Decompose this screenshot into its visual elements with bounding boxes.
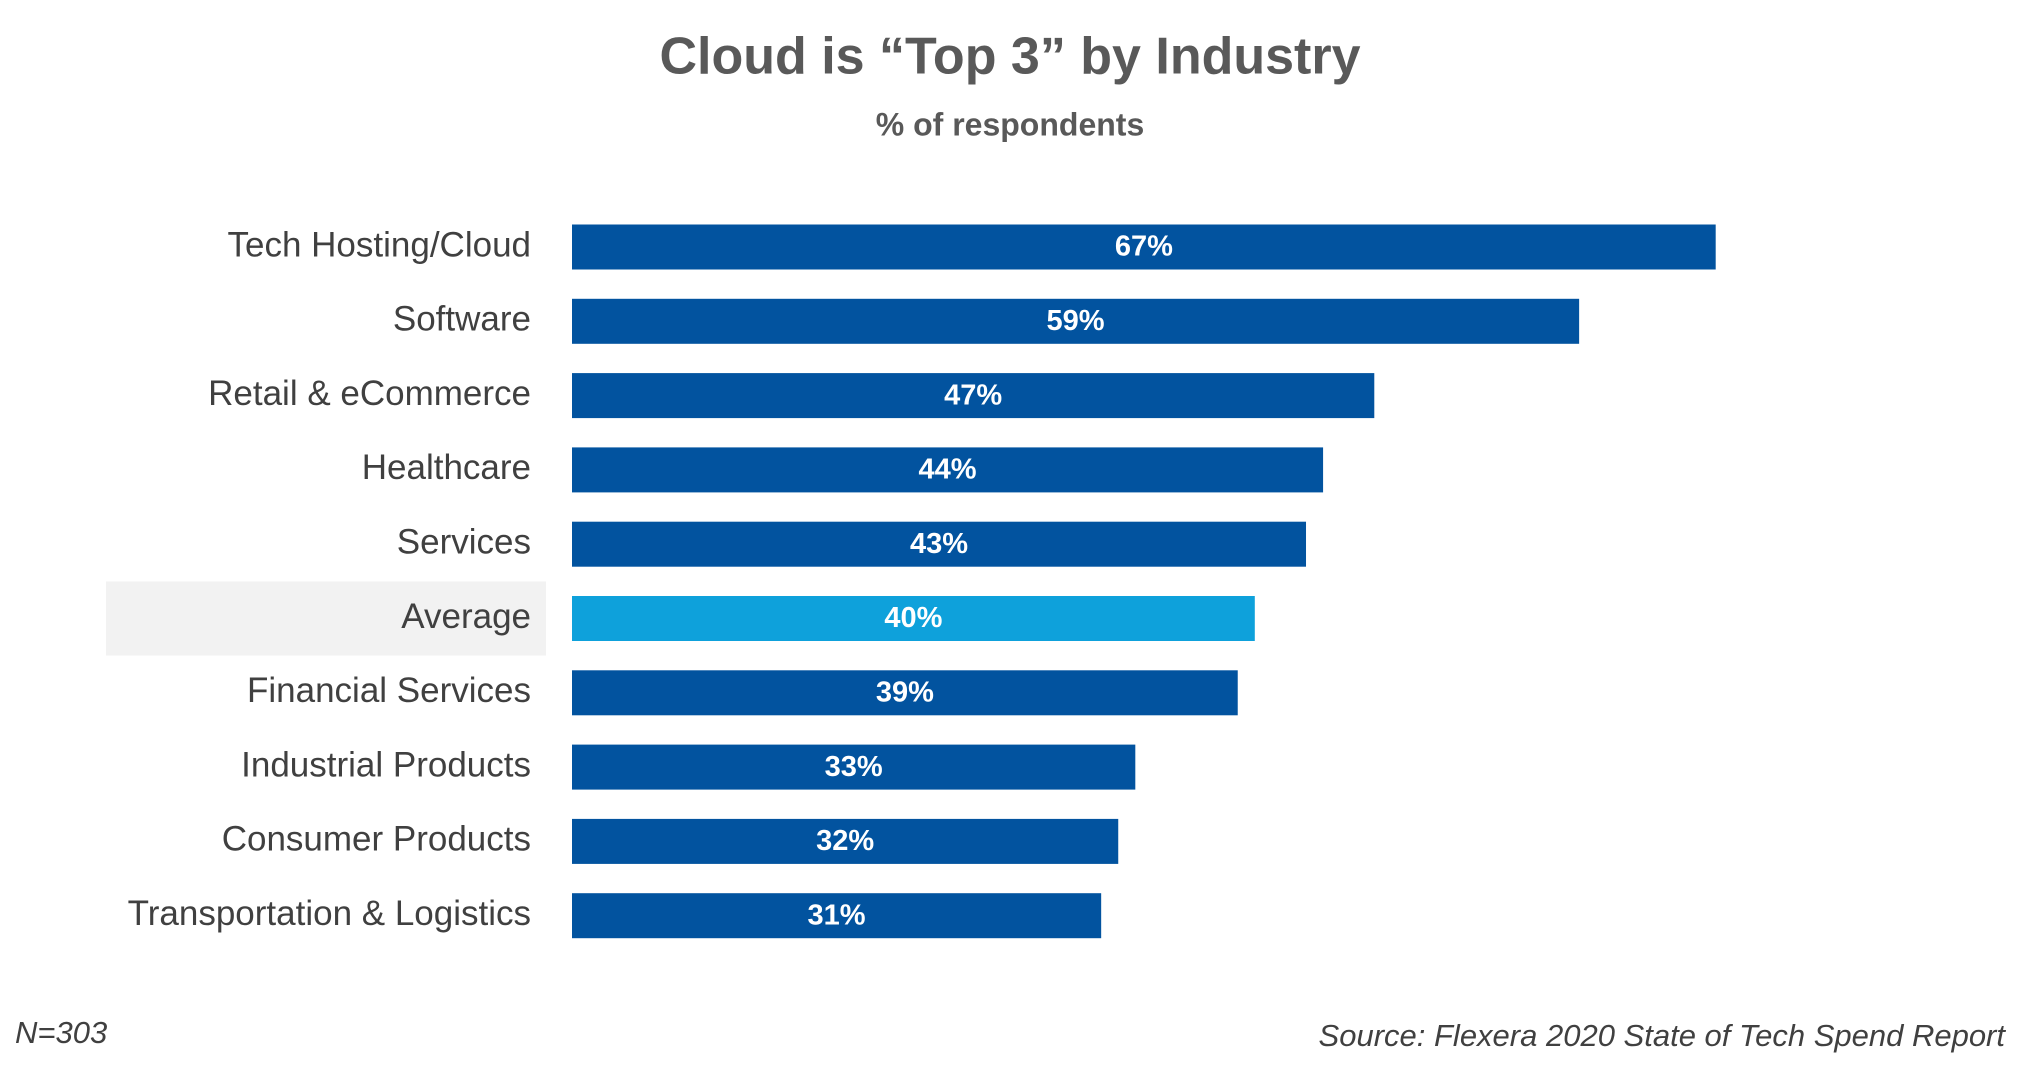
bar (572, 818, 1119, 864)
category-label: Software (393, 300, 531, 339)
highlight-band (106, 581, 546, 656)
plot-area: Tech Hosting/Cloud 67% Software 59% Retail &… (106, 224, 1716, 939)
bar (572, 447, 1324, 493)
data-label: 32% (816, 825, 874, 857)
data-label: 43% (910, 528, 968, 560)
data-label: 59% (1047, 305, 1105, 337)
sample-note: N=303 (15, 1015, 107, 1050)
chart-title: Cloud is “Top 3” by Industry (659, 28, 1360, 86)
data-label: 44% (919, 454, 977, 486)
category-label: Tech Hosting/Cloud (228, 225, 532, 264)
bar (572, 596, 1255, 641)
bar (572, 670, 1238, 716)
bar (572, 521, 1307, 567)
data-label: 39% (876, 676, 934, 708)
category-label: Average (401, 597, 531, 636)
category-label: Services (397, 522, 531, 561)
bar (572, 298, 1580, 344)
data-label: 67% (1115, 231, 1173, 263)
bar (572, 744, 1136, 790)
bar (572, 224, 1716, 270)
data-label: 40% (884, 602, 942, 634)
category-label: Industrial Products (241, 745, 531, 784)
bar (572, 893, 1102, 939)
data-label: 31% (808, 899, 866, 931)
category-label: Healthcare (362, 448, 531, 487)
data-label: 33% (825, 751, 883, 783)
source-note: Source: Flexera 2020 State of Tech Spend… (1319, 1018, 2007, 1053)
chart-subtitle: % of respondents (876, 106, 1144, 142)
category-label: Transportation & Logistics (128, 894, 531, 933)
category-label: Financial Services (247, 671, 531, 710)
category-label: Retail & eCommerce (208, 374, 531, 413)
category-label: Consumer Products (222, 820, 531, 859)
data-label: 47% (944, 379, 1002, 411)
bar (572, 373, 1375, 419)
